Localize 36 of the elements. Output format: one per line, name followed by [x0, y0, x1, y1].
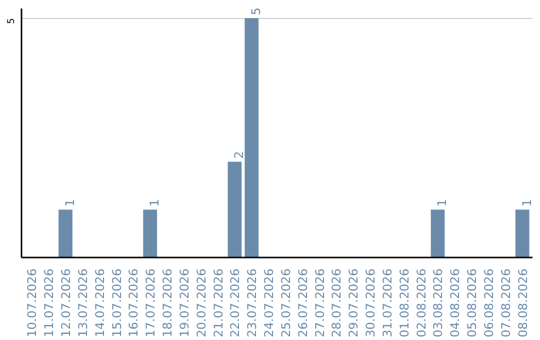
- x-tick-label: 06.08.2026: [482, 268, 496, 338]
- x-tick-label: 12.07.2026: [58, 268, 73, 338]
- x-tick-label: 07.08.2026: [498, 268, 513, 338]
- x-tick-label: 01.08.2026: [397, 268, 412, 338]
- x-tick-label: 17.07.2026: [144, 268, 158, 338]
- x-tick-label: 29.07.2026: [346, 268, 361, 338]
- x-tick-label: 14.07.2026: [92, 268, 107, 338]
- x-tick-label: 26.07.2026: [296, 268, 310, 338]
- x-tick-label: 31.07.2026: [380, 268, 394, 338]
- data-label: 2: [232, 151, 246, 159]
- x-tick-label: 08.08.2026: [516, 268, 530, 338]
- data-label: 1: [62, 198, 77, 207]
- x-tick-label: 10.07.2026: [25, 268, 40, 338]
- x-tick-label: 19.07.2026: [177, 268, 192, 338]
- x-tick-label: 18.07.2026: [160, 268, 175, 338]
- x-tick-label: 23.07.2026: [245, 268, 260, 338]
- x-tick-label: 05.08.2026: [465, 268, 480, 338]
- x-tick-label: 30.07.2026: [364, 268, 378, 338]
- data-label: 1: [148, 198, 162, 207]
- data-label: 5: [249, 7, 264, 16]
- x-tick-label: 21.07.2026: [211, 268, 226, 338]
- x-tick-label: 04.08.2026: [448, 268, 462, 338]
- x-tick-label: 16.07.2026: [126, 268, 141, 338]
- x-tick-label: 03.08.2026: [431, 268, 446, 338]
- x-tick-label: 13.07.2026: [76, 268, 90, 338]
- data-label: 1: [435, 198, 450, 207]
- x-tick-label: 24.07.2026: [262, 268, 276, 338]
- x-tick-label: 11.07.2026: [42, 268, 56, 338]
- x-tick-label: 20.07.2026: [194, 268, 208, 338]
- x-tick-label: 25.07.2026: [278, 268, 293, 338]
- data-label: 1: [520, 198, 534, 207]
- x-tick-label: 27.07.2026: [312, 268, 327, 338]
- x-tick-label: 22.07.2026: [228, 268, 242, 338]
- x-tick-label: 02.08.2026: [414, 268, 428, 338]
- x-tick-label: 15.07.2026: [110, 268, 124, 338]
- x-tick-label: 28.07.2026: [330, 268, 344, 338]
